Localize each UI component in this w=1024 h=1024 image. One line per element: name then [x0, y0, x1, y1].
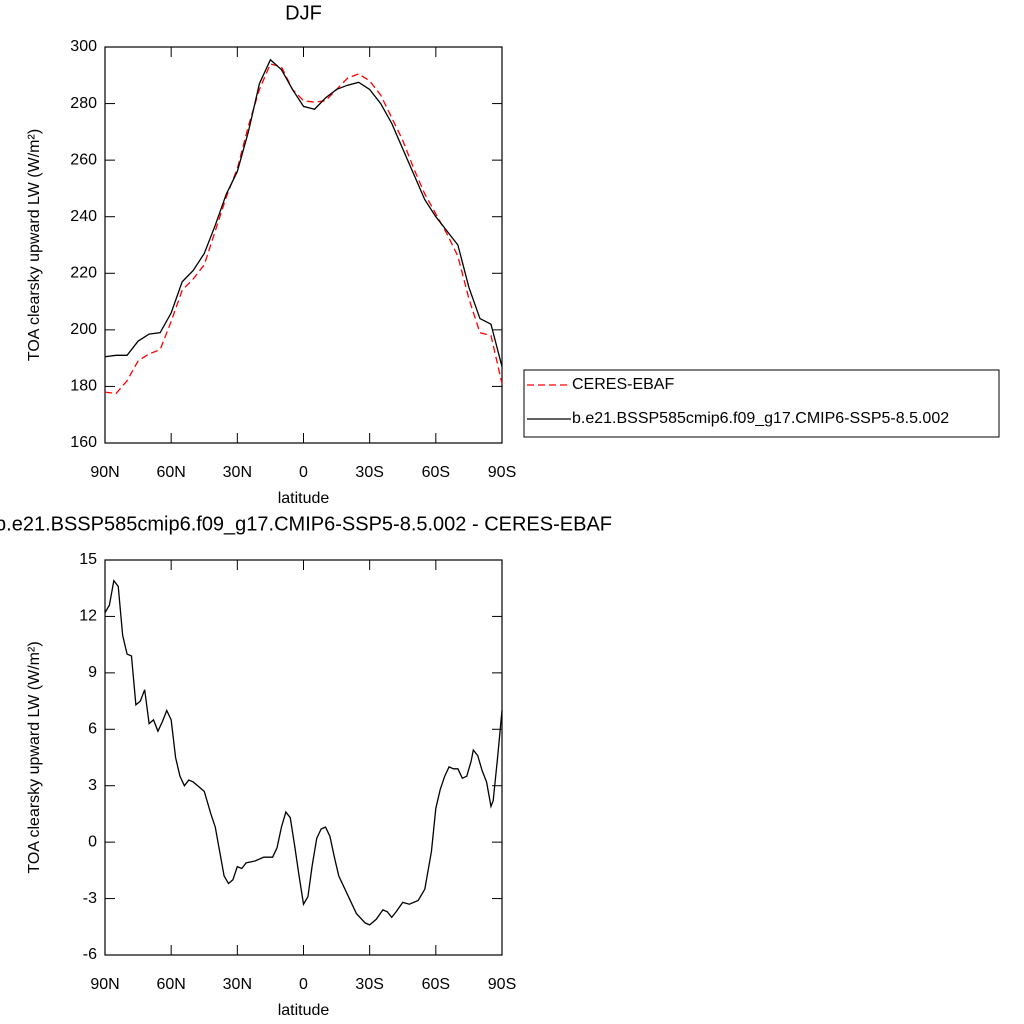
- y-tick-label: 3: [88, 777, 97, 794]
- x-tick-label: 90S: [488, 464, 516, 481]
- y-tick-label: 280: [70, 95, 97, 112]
- y-tick-label: -3: [83, 890, 97, 907]
- chart-title: DJF: [285, 2, 322, 24]
- y-tick-label: 12: [79, 608, 97, 625]
- x-tick-label: 30N: [223, 976, 252, 993]
- y-tick-label: 15: [79, 551, 97, 568]
- y-tick-label: 180: [70, 378, 97, 395]
- y-tick-label: 0: [88, 833, 97, 850]
- x-tick-label: 60S: [422, 464, 450, 481]
- y-axis-label: TOA clearsky upward LW (W/m²): [26, 641, 43, 873]
- x-tick-label: 90S: [488, 976, 516, 993]
- x-axis-label: latitude: [278, 490, 330, 507]
- x-tick-label: 0: [299, 976, 308, 993]
- x-tick-label: 30S: [355, 976, 383, 993]
- y-tick-label: 300: [70, 38, 97, 55]
- y-tick-label: 160: [70, 434, 97, 451]
- y-axis-label: TOA clearsky upward LW (W/m²): [26, 129, 43, 361]
- x-tick-label: 60N: [156, 464, 185, 481]
- x-tick-label: 60N: [156, 976, 185, 993]
- x-tick-label: 30S: [355, 464, 383, 481]
- x-tick-label: 0: [299, 464, 308, 481]
- y-tick-label: 200: [70, 321, 97, 338]
- data-line: [104, 579, 503, 926]
- plot-frame: [104, 559, 503, 956]
- x-tick-label: 90N: [90, 464, 119, 481]
- y-tick-label: 260: [70, 151, 97, 168]
- y-tick-label: 240: [70, 208, 97, 225]
- legend-box: [523, 369, 1000, 438]
- x-axis-label: latitude: [278, 1002, 330, 1019]
- data-line: [104, 63, 503, 395]
- x-tick-label: 30N: [223, 464, 252, 481]
- y-tick-label: -6: [83, 946, 97, 963]
- plot-frame: [104, 46, 503, 444]
- y-tick-label: 6: [88, 721, 97, 738]
- y-tick-label: 9: [88, 664, 97, 681]
- y-tick-label: 220: [70, 265, 97, 282]
- legend-label: CERES-EBAF: [572, 376, 674, 393]
- x-tick-label: 90N: [90, 976, 119, 993]
- data-line: [104, 58, 503, 367]
- x-tick-label: 60S: [422, 976, 450, 993]
- chart-title: b.e21.BSSP585cmip6.f09_g17.CMIP6-SSP5-8.…: [0, 513, 612, 535]
- legend-label: b.e21.BSSP585cmip6.f09_g17.CMIP6-SSP5-8.…: [572, 410, 949, 427]
